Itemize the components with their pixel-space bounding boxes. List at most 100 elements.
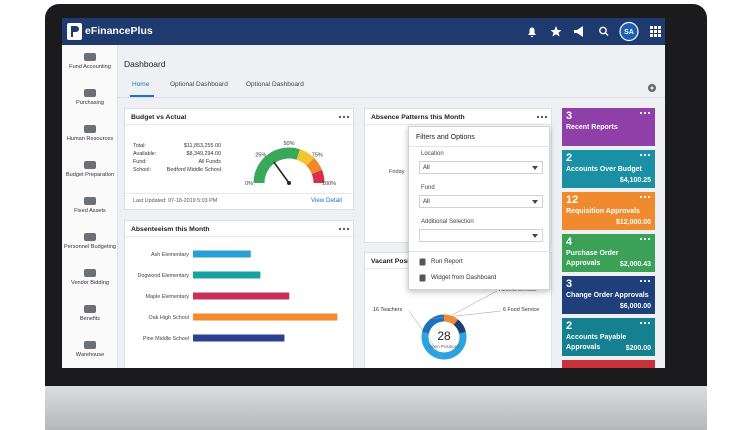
dot (639, 237, 643, 241)
search-icon[interactable] (599, 26, 607, 35)
tile-title: Accounts Payable Approvals (566, 334, 627, 351)
icon-shape (84, 233, 96, 241)
summary-tile[interactable]: 2 Accounts Over Budget $4,100.25 (562, 150, 655, 188)
sidebar-item[interactable]: Fund Accounting (69, 64, 111, 70)
select-box[interactable]: All (419, 161, 543, 174)
dot (338, 227, 342, 231)
arrow (532, 166, 538, 170)
field-label: Additional Selection (421, 219, 474, 225)
gauge-needle (273, 161, 290, 184)
more-menu[interactable] (639, 279, 651, 283)
dot (342, 227, 346, 231)
action-item[interactable]: Run Report (431, 258, 463, 265)
tile-count: 2 (566, 320, 573, 332)
sidebar-item[interactable]: Warehouse (75, 352, 105, 358)
tab[interactable]: Home (132, 81, 150, 88)
dot (346, 227, 350, 231)
sidebar-item[interactable]: Fixed Assets (74, 208, 106, 214)
avatar-initials: SA (624, 29, 634, 36)
sidebar-item[interactable]: Budget Preparation (65, 172, 115, 178)
budget-value: Bedford Middle School (166, 167, 221, 173)
budget-value: $8,349,294.00 (186, 151, 221, 157)
dot (647, 279, 651, 283)
sidebar-icon (84, 197, 96, 205)
bell-icon[interactable] (528, 27, 536, 38)
announce-icon[interactable] (574, 26, 583, 37)
action-icon (419, 274, 426, 282)
panel: Absenteeism this Month 0246810121416Ash E… (124, 220, 354, 368)
divider (409, 146, 551, 147)
dropdown-title: Filters and Options (416, 134, 475, 141)
sidebar-item[interactable]: Benefits (79, 316, 101, 322)
select-value: All (423, 164, 430, 171)
settings-icon[interactable] (647, 83, 657, 93)
sidebar-icon (84, 89, 96, 97)
donut-segment (422, 314, 445, 334)
active-tab-underline (130, 95, 154, 97)
dot (643, 279, 647, 283)
bar (193, 334, 285, 342)
segment-label: 16 Teachers (373, 307, 403, 313)
dot (647, 195, 651, 199)
sidebar-item[interactable]: Vendor Bidding (71, 280, 109, 286)
bar (193, 292, 290, 300)
avatar[interactable] (619, 21, 639, 42)
tile-count: 2 (566, 152, 573, 164)
dot (647, 111, 651, 115)
icon-shape (84, 341, 96, 349)
more-menu[interactable] (639, 111, 651, 115)
leader-line (451, 290, 498, 316)
budget-label: Fund: (133, 159, 147, 165)
dot (643, 111, 647, 115)
tile-count: 4 (566, 236, 573, 248)
more-menu[interactable] (338, 115, 350, 119)
top-bar: SA eFinancePlus (62, 18, 665, 45)
summary-tile[interactable]: 2 Accounts Payable Approvals $200.00 (562, 318, 655, 356)
donut-chart: 16 Teachers 6 Food Service Athletic Direct… (373, 287, 539, 361)
tile-title: Change Order Approvals (566, 292, 649, 299)
panel-title: Vacant Positions (371, 258, 426, 265)
more-menu[interactable] (536, 115, 548, 119)
gauge: 0% 25% 50% 75% 100% (245, 141, 336, 187)
brand[interactable]: eFinancePlus (85, 25, 153, 37)
gauge-tick-label: 0% (245, 181, 253, 187)
gauge-tick-label: 50% (283, 141, 294, 147)
dot (647, 153, 651, 157)
more-menu[interactable] (639, 237, 651, 241)
tile-title: Accounts Over Budget (566, 166, 642, 173)
icon-shape (84, 89, 96, 97)
summary-tile[interactable]: 4 Purchase Order Approvals $2,000.43 (562, 234, 655, 272)
sidebar-item[interactable]: Purchasing (76, 100, 104, 106)
more-menu[interactable] (639, 321, 651, 325)
sidebar-icon (84, 161, 96, 169)
dot (639, 195, 643, 199)
action-item[interactable]: Widget from Dashboard (431, 274, 497, 281)
tab[interactable]: Optional Dashboard (170, 81, 228, 88)
panel-title: Absenteeism this Month (131, 226, 210, 233)
tab[interactable]: Optional Dashboard (246, 81, 304, 88)
segment-label: Athletic Director (499, 287, 537, 293)
category-label: Dogwood Elementary (137, 273, 189, 279)
tile-amount: $6,000.00 (619, 303, 651, 310)
budget-value: All Funds (198, 159, 221, 165)
more-menu[interactable] (639, 195, 651, 199)
select-box[interactable] (419, 229, 543, 242)
summary-tile[interactable]: 3 Recent Reports (562, 108, 655, 146)
dot (647, 321, 651, 325)
summary-tile[interactable]: 3 Change Order Approvals $6,000.00 (562, 276, 655, 314)
header-icons: SA (67, 21, 661, 42)
more-menu[interactable] (639, 153, 651, 157)
sidebar: Fund Accounting Purchasing Human Resources… (62, 45, 118, 368)
leader-line (408, 310, 445, 361)
dot (540, 115, 544, 119)
more-menu[interactable] (338, 227, 350, 231)
apps-icon[interactable] (650, 26, 661, 37)
select-box[interactable]: All (419, 195, 543, 208)
star-icon[interactable] (550, 26, 562, 37)
view-detail-link[interactable]: View Detail (311, 197, 342, 204)
summary-tile[interactable]: 12 Requisition Approvals $12,000.00 (562, 192, 655, 230)
field-label: Fund (421, 185, 435, 191)
sidebar-item[interactable]: Human Resources (66, 136, 114, 142)
sidebar-item[interactable]: Personnel Budgeting (64, 244, 116, 250)
panel-title: Budget vs Actual (131, 114, 187, 121)
